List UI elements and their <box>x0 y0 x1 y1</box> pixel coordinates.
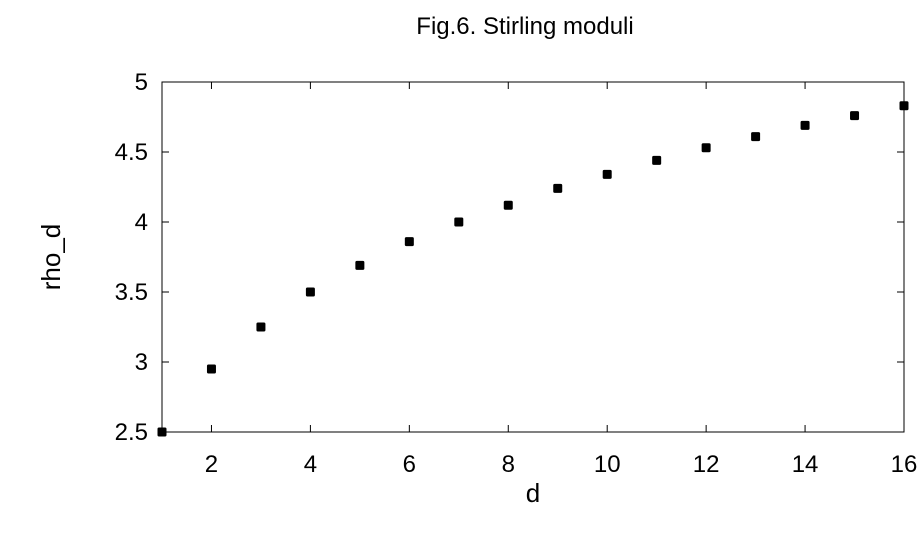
data-point <box>305 287 315 297</box>
data-point <box>355 260 365 270</box>
y-tick-label: 5 <box>135 69 148 96</box>
x-axis-label: d <box>526 478 540 508</box>
x-axis: 2 4 6 8 10 12 14 16 <box>205 82 918 478</box>
data-point <box>701 143 711 153</box>
x-tick-label: 16 <box>891 451 918 478</box>
data-point <box>256 322 266 332</box>
y-tick-label: 4.5 <box>115 139 148 166</box>
data-point <box>899 101 909 111</box>
data-point <box>404 237 414 247</box>
y-tick-label: 3 <box>135 349 148 376</box>
data-point <box>157 427 167 437</box>
x-tick-label: 8 <box>502 451 515 478</box>
data-point <box>751 132 761 142</box>
x-tick-label: 6 <box>403 451 416 478</box>
data-point <box>454 217 464 227</box>
data-point <box>503 200 513 210</box>
plot-frame <box>161 81 905 433</box>
y-axis: 2.5 3 3.5 4 4.5 5 <box>115 69 904 446</box>
data-series <box>157 101 909 437</box>
x-tick-label: 2 <box>205 451 218 478</box>
data-point <box>602 169 612 179</box>
data-point <box>800 120 810 130</box>
data-point <box>652 155 662 165</box>
data-point <box>553 183 563 193</box>
y-tick-label: 4 <box>135 209 148 236</box>
y-axis-label: rho_d <box>36 224 66 291</box>
data-point <box>850 111 860 121</box>
y-tick-label: 2.5 <box>115 419 148 446</box>
x-tick-label: 10 <box>594 451 621 478</box>
data-point <box>206 364 216 374</box>
x-tick-label: 4 <box>304 451 317 478</box>
x-tick-label: 14 <box>792 451 819 478</box>
x-tick-label: 12 <box>693 451 720 478</box>
y-tick-label: 3.5 <box>115 279 148 306</box>
chart-title: Fig.6. Stirling moduli <box>416 13 633 40</box>
